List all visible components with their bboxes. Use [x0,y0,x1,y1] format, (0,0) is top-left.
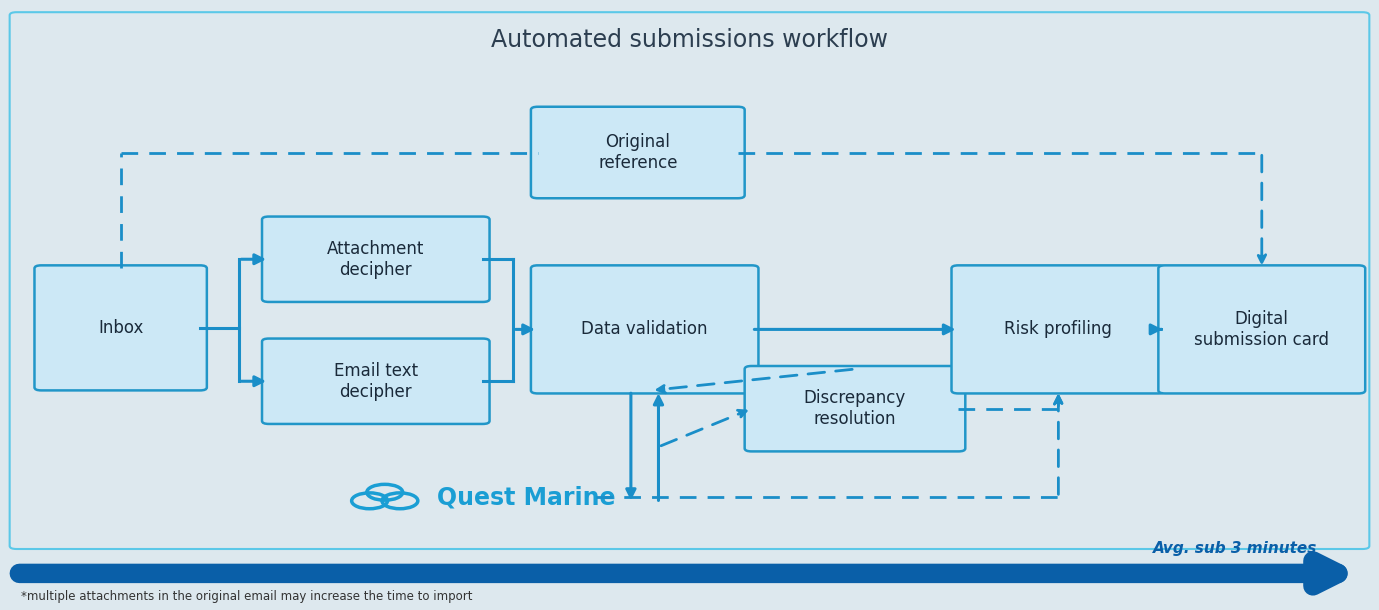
FancyBboxPatch shape [952,265,1165,393]
Text: Email text
decipher: Email text decipher [334,362,418,401]
Text: Quest Marine: Quest Marine [437,485,615,509]
Text: Avg. sub 3 minutes: Avg. sub 3 minutes [1153,541,1317,556]
Text: Digital
submission card: Digital submission card [1194,310,1329,349]
FancyBboxPatch shape [262,217,490,302]
FancyBboxPatch shape [531,265,758,393]
Text: Original
reference: Original reference [598,133,677,172]
Text: Inbox: Inbox [98,319,143,337]
Text: Attachment
decipher: Attachment decipher [327,240,425,279]
Text: Automated submissions workflow: Automated submissions workflow [491,27,888,52]
Text: Risk profiling: Risk profiling [1004,320,1113,339]
FancyBboxPatch shape [1158,265,1365,393]
Text: *multiple attachments in the original email may increase the time to import: *multiple attachments in the original em… [21,590,472,603]
FancyBboxPatch shape [34,265,207,390]
Text: Discrepancy
resolution: Discrepancy resolution [804,389,906,428]
FancyBboxPatch shape [10,12,1369,549]
FancyBboxPatch shape [531,107,745,198]
FancyBboxPatch shape [745,366,965,451]
Text: Data validation: Data validation [582,320,707,339]
FancyBboxPatch shape [262,339,490,424]
